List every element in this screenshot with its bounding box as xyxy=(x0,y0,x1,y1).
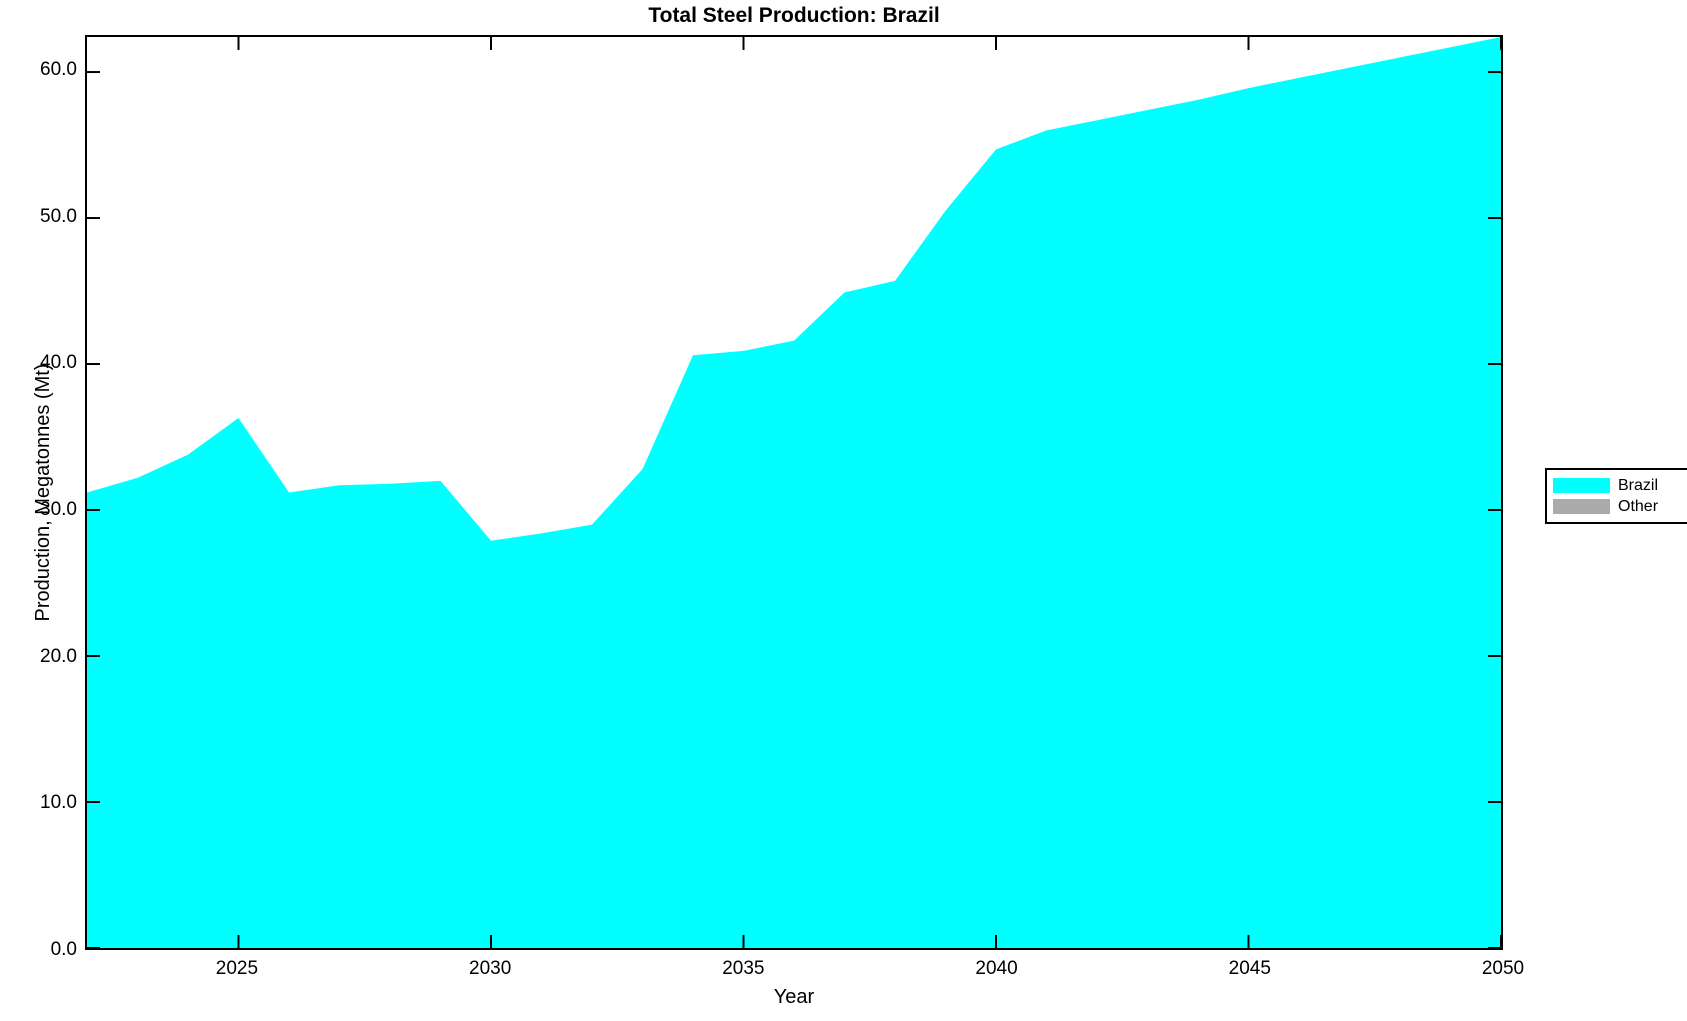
legend: Brazil Other xyxy=(1545,468,1687,524)
y-tick-label: 60.0 xyxy=(40,59,77,81)
legend-label: Other xyxy=(1618,497,1659,515)
x-tick-label: 2050 xyxy=(1481,958,1525,979)
x-tick-label: 2030 xyxy=(469,958,512,979)
legend-swatch-brazil xyxy=(1553,478,1610,493)
legend-row-brazil: Brazil xyxy=(1553,475,1681,496)
x-tick-label: 2045 xyxy=(1228,958,1271,979)
y-tick-label: 20.0 xyxy=(40,645,77,667)
y-tick-label: 0.0 xyxy=(50,939,77,960)
x-axis-title: Year xyxy=(773,986,815,1008)
area-chart-canvas xyxy=(87,37,1501,948)
y-axis-title: Production, Megatonnes (Mt) xyxy=(32,363,54,622)
legend-swatch-other xyxy=(1553,499,1610,514)
x-tick-label: 2025 xyxy=(215,958,259,979)
legend-row-other: Other xyxy=(1553,496,1681,517)
plot-area xyxy=(85,35,1503,950)
chart-title: Total Steel Production: Brazil xyxy=(648,4,940,27)
legend-label: Brazil xyxy=(1618,476,1659,494)
y-tick-label: 50.0 xyxy=(40,205,77,227)
x-tick-label: 2040 xyxy=(975,958,1018,979)
y-tick-label: 30.0 xyxy=(40,499,77,521)
y-tick-label: 10.0 xyxy=(40,792,77,814)
x-tick-label: 2035 xyxy=(722,958,765,979)
y-tick-label: 40.0 xyxy=(40,352,77,374)
area-series-brazil xyxy=(87,37,1501,948)
